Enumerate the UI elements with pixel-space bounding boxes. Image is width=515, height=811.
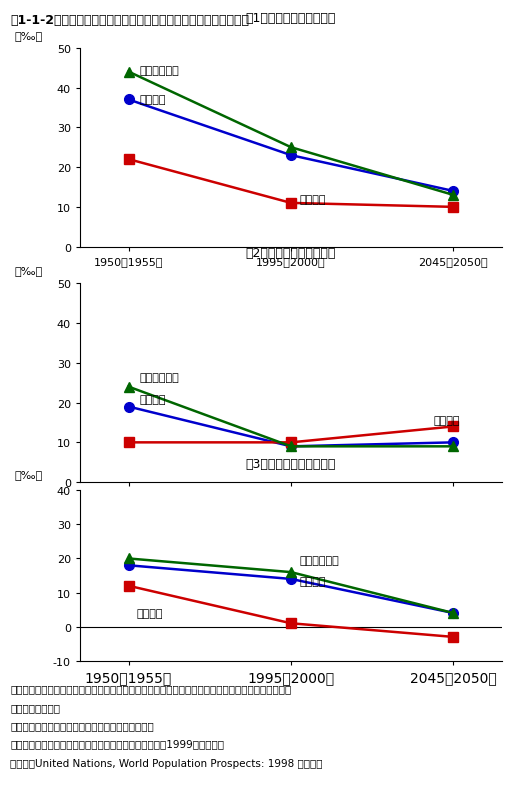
Text: United Nations, World Population Prospects: 1998 による。: United Nations, World Population Prospec… xyxy=(10,758,323,768)
Text: 先進地域: 先進地域 xyxy=(434,416,460,426)
Text: 資料：国立社会保障・人口問題研究所「人口統計資料集1999」より作成: 資料：国立社会保障・人口問題研究所「人口統計資料集1999」より作成 xyxy=(10,738,225,748)
Text: 注）１）先進地域とは、ヨーロッパ、北部アメリカ、日本、オーストラリア及びニュージーランドか: 注）１）先進地域とは、ヨーロッパ、北部アメリカ、日本、オーストラリア及びニュージ… xyxy=(10,683,291,693)
Text: （1）　世界の普通出生率: （1） 世界の普通出生率 xyxy=(246,12,336,25)
Text: 世界全域: 世界全域 xyxy=(140,394,166,404)
Text: 世界全域: 世界全域 xyxy=(299,576,325,586)
Text: （‰）: （‰） xyxy=(14,470,43,479)
Text: 発展途上地域: 発展途上地域 xyxy=(140,372,180,382)
Text: らなる地域。: らなる地域。 xyxy=(10,702,60,712)
Text: ２）発展途上地域とは、先進地域以外の地域。: ２）発展途上地域とは、先進地域以外の地域。 xyxy=(10,720,154,730)
Text: （3）　世界の自然増加率: （3） 世界の自然増加率 xyxy=(246,457,336,470)
Text: 世界全域: 世界全域 xyxy=(140,96,166,105)
Text: 発展途上地域: 発展途上地域 xyxy=(140,66,180,75)
Text: （‰）: （‰） xyxy=(14,31,43,41)
Text: 第1-1-2図　世界の普通出生率，普通死亡率及び自然増加率の推移: 第1-1-2図 世界の普通出生率，普通死亡率及び自然増加率の推移 xyxy=(10,14,249,27)
Text: 先進地域: 先進地域 xyxy=(299,195,325,204)
Text: （2）　世界の普通死亡率: （2） 世界の普通死亡率 xyxy=(246,247,336,260)
Text: （‰）: （‰） xyxy=(14,266,43,276)
Text: 発展途上地域: 発展途上地域 xyxy=(299,556,339,565)
Text: 先進地域: 先進地域 xyxy=(136,608,163,618)
